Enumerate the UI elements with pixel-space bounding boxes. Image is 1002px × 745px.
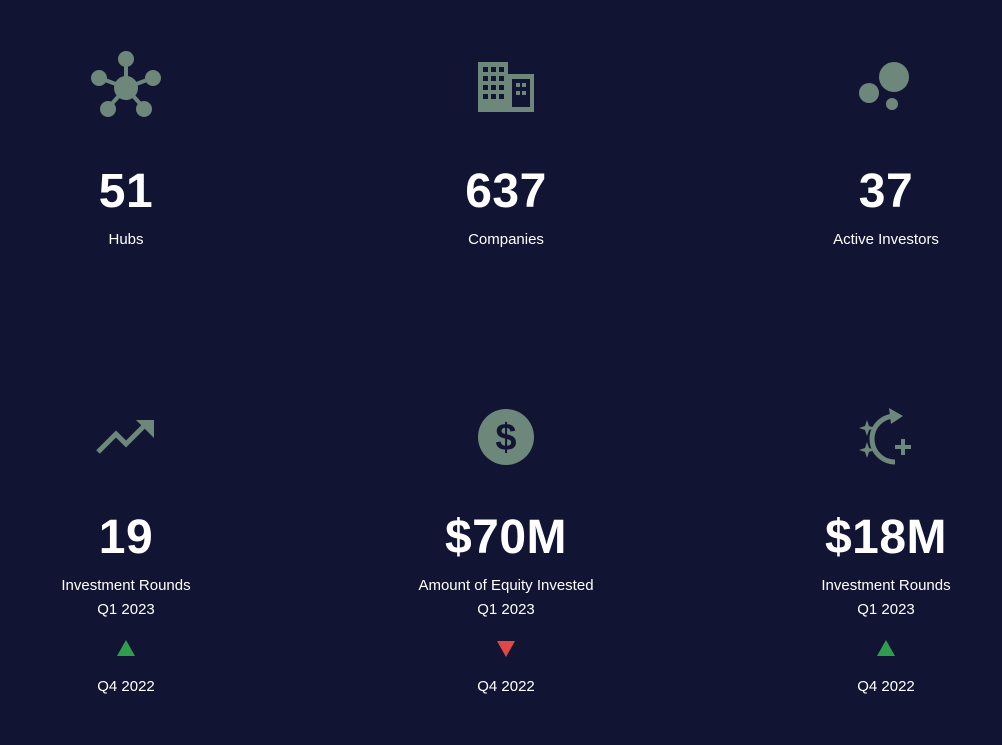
stat-value: 37 [858,165,914,218]
stat-value: $18M [824,511,948,564]
building-icon [478,62,534,112]
stat-period: Q1 2023 [477,601,535,618]
stat-compare-period: Q4 2022 [477,678,535,695]
stat-label: Investment Rounds [821,577,951,594]
trend-up-icon [877,640,895,656]
stat-value: $70M [444,511,568,564]
trending-up-icon [96,420,154,454]
stat-label: Investment Rounds [61,577,191,594]
stat-label: Amount of Equity Invested [418,577,594,594]
stat-label: Companies [468,231,544,248]
bubbles-icon [859,62,909,110]
stat-label: Hubs [108,231,144,248]
dollar-coin-icon: $ [478,409,534,465]
stat-period: Q1 2023 [97,601,155,618]
stat-value: 637 [465,165,547,218]
hub-network-icon [91,51,161,117]
stat-compare-period: Q4 2022 [857,678,915,695]
stat-label: Active Investors [833,231,939,248]
stat-period: Q1 2023 [857,601,915,618]
trend-up-icon [117,640,135,656]
stat-value: 19 [98,511,154,564]
stat-value: 51 [98,165,154,218]
trend-down-icon [497,641,515,657]
sparkle-growth-icon [859,408,911,465]
stat-compare-period: Q4 2022 [97,678,155,695]
svg-text:$: $ [495,417,516,459]
